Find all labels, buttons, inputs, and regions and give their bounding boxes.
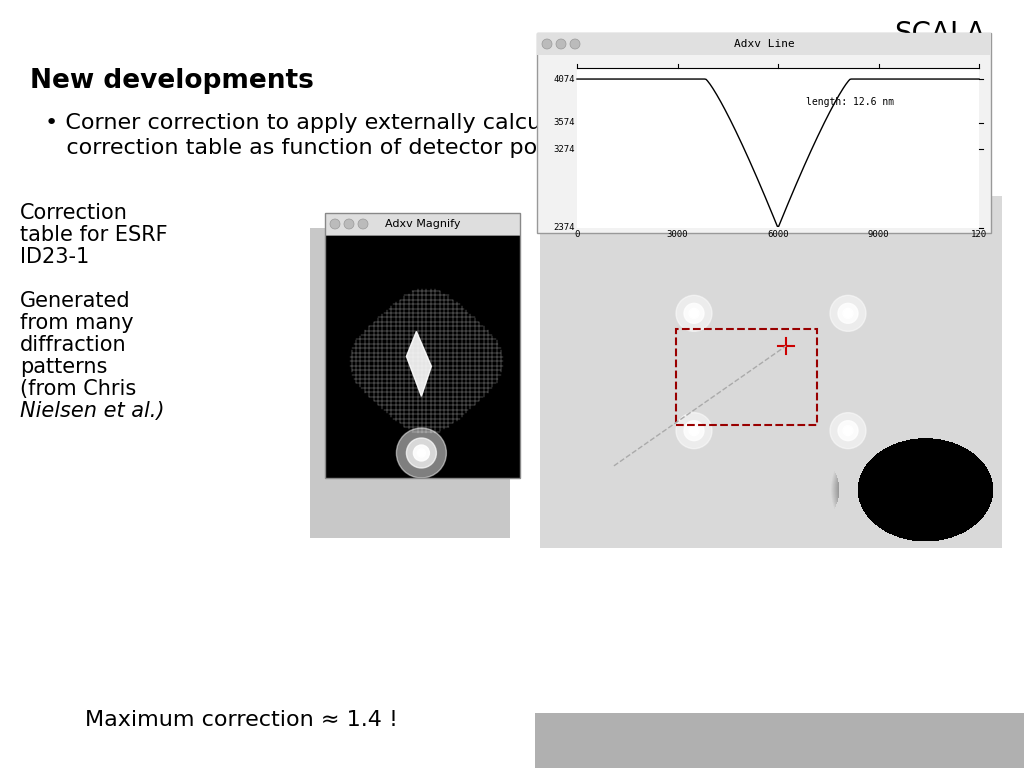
Text: Adxv Line: Adxv Line: [733, 39, 795, 49]
Text: 3274: 3274: [554, 144, 575, 154]
Text: 4074: 4074: [554, 74, 575, 84]
Text: length: 12.6 nm: length: 12.6 nm: [806, 97, 894, 107]
Polygon shape: [407, 331, 431, 396]
Text: • Corner correction to apply externally calculated: • Corner correction to apply externally …: [45, 113, 598, 133]
Bar: [676, 329, 817, 425]
Circle shape: [689, 308, 699, 318]
Text: Maximum correction ≈ 1.4 !: Maximum correction ≈ 1.4 !: [85, 710, 398, 730]
Text: 3574: 3574: [554, 118, 575, 127]
Circle shape: [556, 39, 566, 49]
Circle shape: [838, 303, 858, 323]
Text: diffraction: diffraction: [20, 335, 127, 355]
Circle shape: [843, 425, 853, 435]
Circle shape: [407, 438, 436, 468]
Bar: [325, 213, 520, 478]
Text: Generated: Generated: [20, 291, 131, 311]
Text: 120: 120: [971, 230, 987, 239]
Circle shape: [684, 303, 705, 323]
Text: patterns: patterns: [20, 357, 108, 377]
Text: ID23-1: ID23-1: [20, 247, 89, 267]
Bar: [535, 713, 1024, 768]
Bar: [577, 68, 979, 228]
Bar: [325, 235, 520, 478]
Bar: [537, 33, 991, 233]
Text: (from Chris: (from Chris: [20, 379, 136, 399]
Circle shape: [570, 39, 580, 49]
Circle shape: [830, 412, 866, 449]
Circle shape: [396, 428, 446, 478]
Text: SCALA: SCALA: [894, 20, 985, 48]
Text: New developments: New developments: [30, 68, 314, 94]
Circle shape: [330, 219, 340, 229]
Text: table for ESRF: table for ESRF: [20, 225, 168, 245]
Text: 0: 0: [574, 230, 580, 239]
Text: correction table as function of detector position: correction table as function of detector…: [45, 138, 598, 158]
Text: 3000: 3000: [667, 230, 688, 239]
Circle shape: [684, 421, 705, 441]
Circle shape: [838, 421, 858, 441]
Text: 6000: 6000: [767, 230, 788, 239]
Circle shape: [542, 39, 552, 49]
Text: Correction: Correction: [20, 203, 128, 223]
Circle shape: [414, 445, 429, 461]
Bar: [310, 228, 510, 538]
Circle shape: [676, 412, 712, 449]
Text: 9000: 9000: [867, 230, 889, 239]
Bar: [325, 213, 520, 235]
Circle shape: [418, 449, 425, 457]
Circle shape: [843, 308, 853, 318]
Circle shape: [344, 219, 354, 229]
Bar: [537, 33, 991, 55]
Circle shape: [676, 296, 712, 331]
Circle shape: [689, 425, 699, 435]
Text: from many: from many: [20, 313, 133, 333]
Circle shape: [830, 296, 866, 331]
Circle shape: [358, 219, 368, 229]
Text: 2374: 2374: [554, 223, 575, 233]
Text: Adxv Magnify: Adxv Magnify: [385, 219, 460, 229]
Text: Nielsen et al.): Nielsen et al.): [20, 401, 165, 421]
